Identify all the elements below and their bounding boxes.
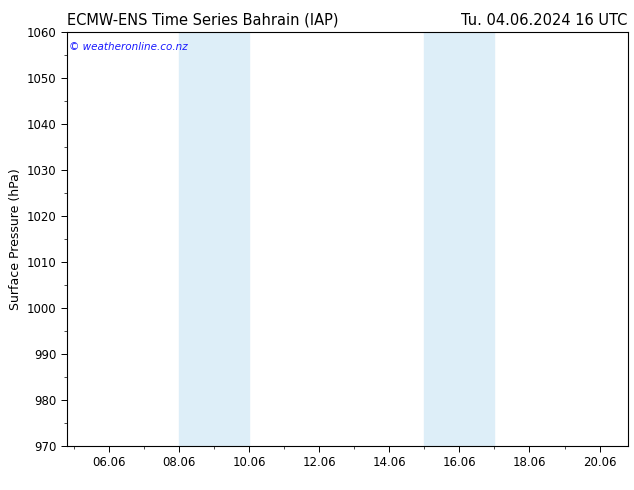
Text: Tu. 04.06.2024 16 UTC: Tu. 04.06.2024 16 UTC xyxy=(462,13,628,28)
Y-axis label: Surface Pressure (hPa): Surface Pressure (hPa) xyxy=(10,168,22,310)
Bar xyxy=(424,32,495,446)
Text: ECMW-ENS Time Series Bahrain (IAP): ECMW-ENS Time Series Bahrain (IAP) xyxy=(67,13,338,28)
Bar xyxy=(179,32,249,446)
Text: © weatheronline.co.nz: © weatheronline.co.nz xyxy=(69,42,188,52)
